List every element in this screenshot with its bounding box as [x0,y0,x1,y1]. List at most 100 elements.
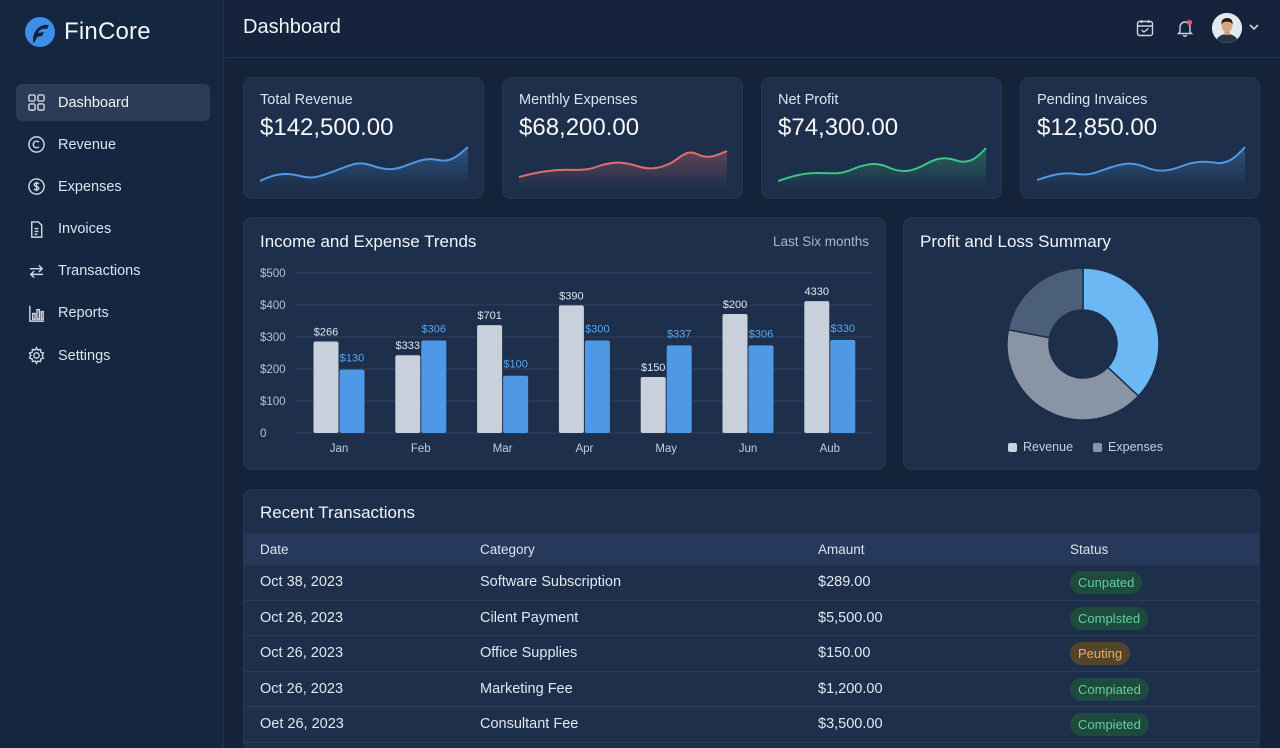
cell-amount: $1,200.00 [818,680,883,697]
pnl-legend: Revenue Expenses [1008,440,1163,454]
kpi-label: Total Revenue [260,92,353,108]
chevron-down-icon[interactable] [1247,20,1261,34]
sidebar-item-dashboard[interactable]: Dashboard [16,84,210,121]
column-header-category[interactable]: Category [480,542,535,557]
x-tick-label: Jan [330,443,349,455]
data-label: $337 [667,328,691,340]
grid-icon [27,93,46,112]
y-tick-label: $100 [260,396,286,408]
cell-date: Oct 26, 2023 [260,645,344,661]
cell-category: Software Subscription [480,574,622,590]
fincore-logo-icon [25,17,55,47]
sidebar-item-invoices[interactable]: Invoices [16,211,210,248]
sidebar-item-label: Invoices [58,221,112,238]
data-label: $300 [585,324,609,336]
status-badge: Cunpated [1070,571,1143,594]
data-label: 4330 [805,286,829,298]
kpi-card-net-profit[interactable]: Net Profit $74,300.00 [761,77,1002,199]
cell-amount: $5,500.00 [818,609,883,626]
kpi-value: $68,200.00 [519,114,640,141]
legend-label: Revenue [1023,440,1074,454]
x-tick-label: Aub [820,443,840,455]
y-tick-label: $500 [260,268,286,280]
bar-series-2 [503,375,529,433]
donut-slice-1 [1082,267,1160,398]
status-badge: Compiated [1070,677,1149,701]
gear-icon [27,346,46,365]
table-row[interactable]: Oct 26, 2023 Office Supplies $150.00 Peu… [244,636,1259,672]
trends-chart: $500$400$300$200$1000$266$130Jan$333$306… [260,268,872,455]
data-label: $266 [314,326,338,338]
pnl-title: Profit and Loss Summary [920,232,1111,251]
sidebar-item-expenses[interactable]: Expenses [16,168,210,205]
page-title: Dashboard [243,16,341,38]
legend-label: Expenses [1108,440,1163,454]
sidebar-item-label: Dashboard [58,94,129,111]
pnl-donut-chart [1006,267,1160,421]
calendar-icon[interactable] [1135,18,1155,38]
column-header-status[interactable]: Status [1070,542,1109,557]
transactions-title: Recent Transactions [260,503,415,522]
bar-series-2 [748,345,774,433]
column-header-amount[interactable]: Amaunt [818,542,865,557]
kpi-card-monthly-expenses[interactable]: Menthly Expenses $68,200.00 [502,77,743,199]
x-tick-label: Jun [739,443,758,455]
kpi-value: $74,300.00 [778,114,899,141]
trends-range-selector[interactable]: Last Six months [772,234,869,249]
legend-swatch [1093,442,1103,452]
cell-category: Cilent Payment [480,609,579,626]
copyright-circle-icon [27,135,46,154]
cell-amount: $150.00 [818,645,871,661]
sidebar-item-settings[interactable]: Settings [16,337,210,374]
table-row[interactable]: Oet 26, 2023 Consultant Fee $3,500.00 Co… [244,707,1259,743]
sidebar-item-label: Revenue [58,136,117,153]
data-label: $701 [477,310,501,322]
status-badge: Complsted [1070,606,1149,630]
sidebar: FinCore Dashboard Revenue Expenses Invoi… [0,0,224,748]
data-label: $150 [641,362,665,374]
data-label: $306 [422,324,446,336]
sparkline-invoices [1037,146,1246,188]
cell-category: Office Supplies [480,645,578,661]
bar-series-2 [666,345,692,433]
kpi-card-pending-invoices[interactable]: Pending Invaices $12,850.00 [1020,77,1260,199]
sidebar-item-transactions[interactable]: Transactions [16,253,210,290]
bar-series-1 [640,377,666,433]
cell-category: Consultant Fee [480,716,579,732]
kpi-value: $12,850.00 [1037,114,1158,141]
data-label: $100 [503,359,527,371]
kpi-card-total-revenue[interactable]: Total Revenue $142,500.00 [243,77,484,199]
cell-date: Oct 26, 2023 [260,609,344,626]
y-tick-label: $200 [260,364,286,376]
avatar[interactable] [1212,13,1242,43]
table-header: Date Category Amaunt Status [244,534,1259,565]
user-avatar-icon [1212,13,1242,43]
cell-date: Oct 38, 2023 [260,574,344,590]
status-badge: Peuting [1070,642,1131,665]
table-row[interactable]: Oct 26, 2023 Cilent Payment $5,500.00 Co… [244,601,1259,636]
brand[interactable]: FinCore [24,16,151,48]
data-label: $200 [723,299,747,311]
transfer-arrows-icon [27,262,46,281]
x-tick-label: Feb [411,443,431,455]
bar-series-1 [477,325,503,433]
donut-slice-3 [1007,267,1084,339]
bar-series-1 [722,313,748,433]
bell-icon[interactable] [1175,18,1195,38]
bar-report-icon [27,304,46,323]
cell-amount: $3,500.00 [818,716,883,732]
sidebar-item-reports[interactable]: Reports [16,295,210,332]
pnl-card: Profit and Loss Summary Revenue Expenses [903,217,1260,470]
table-row[interactable]: Oct 26, 2023 Marketing Fee $1,200.00 Com… [244,672,1259,707]
kpi-label: Pending Invaices [1037,92,1148,108]
sidebar-item-label: Expenses [58,178,122,195]
sidebar-item-revenue[interactable]: Revenue [16,126,210,163]
donut-slice-2 [1006,328,1140,421]
y-tick-label: 0 [260,428,266,440]
x-tick-label: May [655,443,677,455]
status-badge: Compieted [1070,713,1149,736]
column-header-date[interactable]: Date [260,542,289,557]
bar-series-1 [558,305,584,433]
bar-series-1 [804,301,830,433]
table-row[interactable]: Oct 38, 2023 Software Subscription $289.… [244,565,1259,601]
